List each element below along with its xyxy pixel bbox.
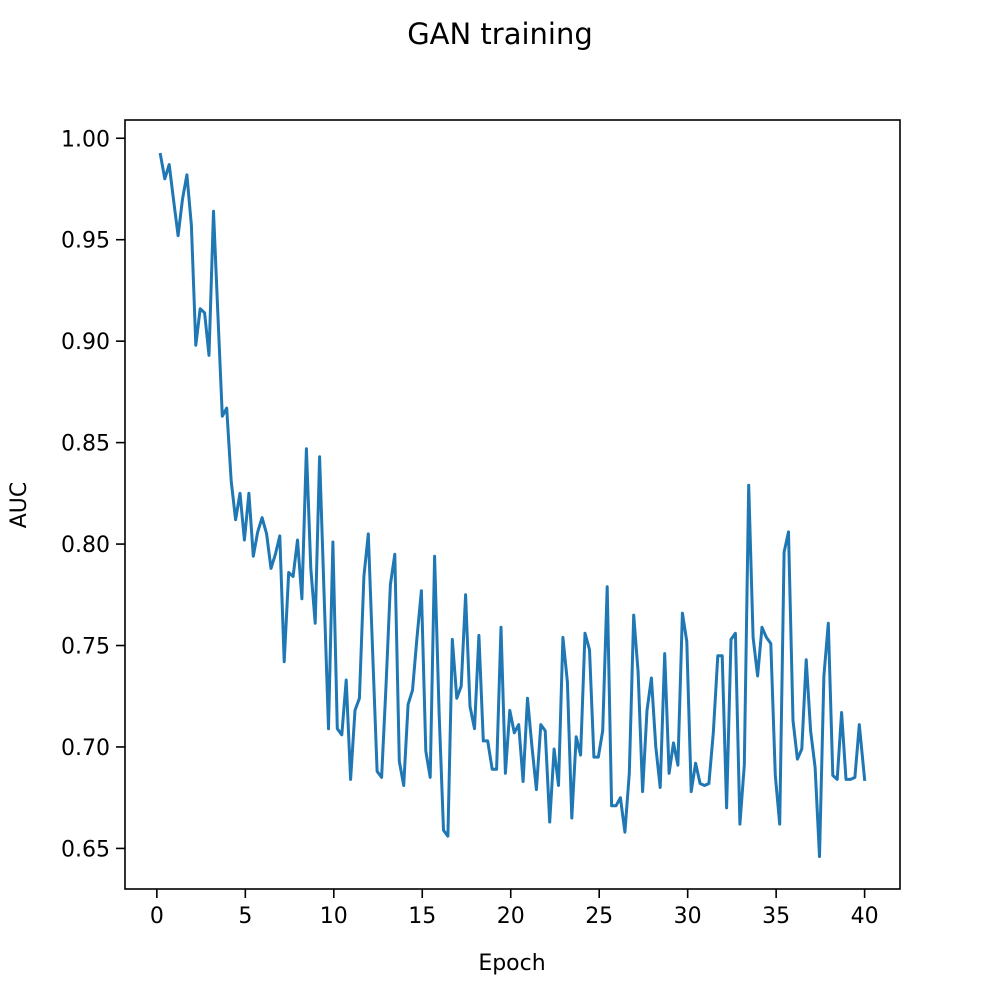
x-axis: 0 5 10 15 20 25 30 35 40 [150,889,879,929]
plot-area [158,152,867,858]
axes-frame [124,119,901,890]
x-tick-label: 30 [674,904,702,929]
x-tick-label: 15 [408,904,436,929]
y-tick-label: 0.85 [61,432,110,457]
y-tick-label: 0.90 [61,330,110,355]
y-axis-label: AUC [7,482,32,529]
x-tick-label: 10 [320,904,348,929]
x-axis-label: Epoch [478,951,545,976]
x-tick-label: 5 [238,904,252,929]
chart-title: GAN training [407,17,593,51]
x-tick-label: 20 [497,904,525,929]
y-tick-label: 0.95 [61,229,110,254]
x-tick-label: 35 [762,904,790,929]
y-tick-label: 0.80 [61,533,110,558]
x-tick-label: 0 [150,904,164,929]
y-tick-label: 0.75 [61,635,110,660]
y-axis: 0.65 0.70 0.75 0.80 0.85 0.90 0.95 1.00 [61,127,125,862]
x-tick-label: 25 [585,904,613,929]
y-tick-label: 1.00 [61,127,110,152]
y-tick-label: 0.70 [61,736,110,761]
y-tick-label: 0.65 [61,837,110,862]
x-tick-label: 40 [851,904,879,929]
auc-series-line [158,152,867,858]
